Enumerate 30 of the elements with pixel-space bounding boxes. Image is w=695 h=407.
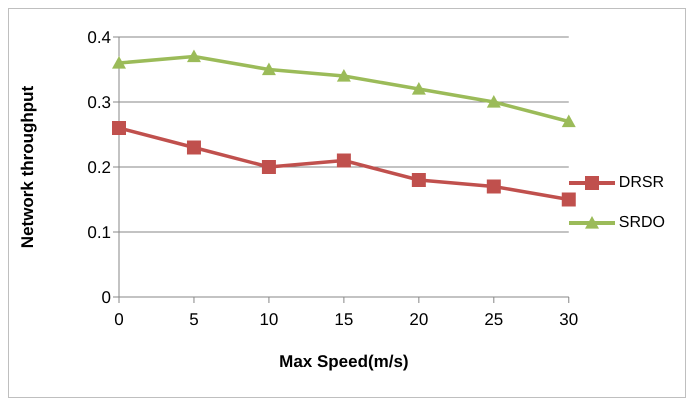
- y-tick-label: 0.2: [87, 158, 111, 178]
- point: [562, 192, 576, 206]
- x-tick-label: 20: [409, 310, 428, 330]
- point: [186, 140, 201, 154]
- point: [112, 56, 126, 69]
- point: [486, 95, 501, 108]
- point: [336, 69, 351, 82]
- point: [112, 121, 126, 135]
- x-tick-label: 5: [189, 310, 199, 330]
- x-tick-label: 10: [259, 310, 278, 330]
- point: [412, 173, 426, 187]
- point: [262, 160, 276, 174]
- point: [186, 50, 201, 62]
- point: [336, 154, 351, 168]
- y-axis-title: Network throughput: [18, 85, 38, 248]
- point: [562, 114, 576, 128]
- x-tick-label: 25: [484, 310, 504, 330]
- x-tick-label: 30: [559, 310, 578, 330]
- x-tick-label: 15: [334, 310, 354, 330]
- legend-label: DRSR: [618, 174, 664, 192]
- point: [486, 180, 501, 194]
- y-tick-label: 0.4: [87, 28, 111, 48]
- point: [262, 62, 276, 76]
- y-tick-label: 0: [102, 288, 111, 308]
- point: [412, 82, 426, 95]
- y-tick-label: 0.1: [87, 223, 111, 242]
- y-tick-label: 0.3: [87, 93, 111, 112]
- x-tick-label: 0: [114, 310, 124, 330]
- legend-label: SRDO: [618, 214, 665, 232]
- x-axis-title: Max Speed(m/s): [279, 352, 409, 371]
